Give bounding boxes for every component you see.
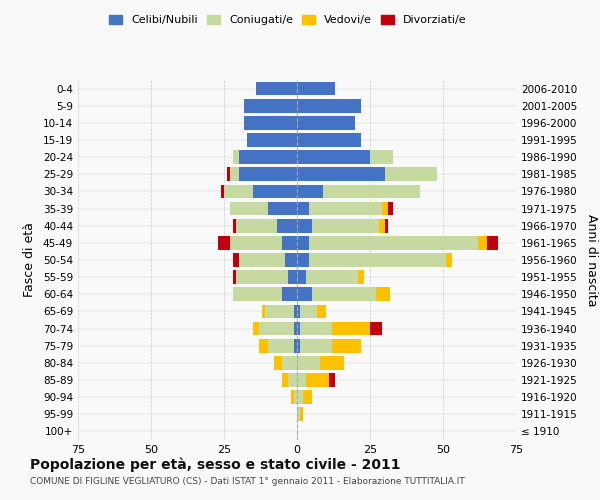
Bar xyxy=(288,373,297,387)
Bar xyxy=(297,339,300,352)
Bar xyxy=(297,168,385,181)
Bar xyxy=(224,184,253,198)
Bar xyxy=(253,184,297,198)
Bar xyxy=(297,253,308,267)
Bar xyxy=(379,219,385,232)
Bar xyxy=(297,356,320,370)
Bar xyxy=(262,304,265,318)
Text: COMUNE DI FIGLINE VEGLIATURO (CS) - Dati ISTAT 1° gennaio 2011 - Elaborazione TU: COMUNE DI FIGLINE VEGLIATURO (CS) - Dati… xyxy=(30,478,465,486)
Bar xyxy=(297,390,303,404)
Bar xyxy=(297,408,300,421)
Bar xyxy=(297,270,306,284)
Bar xyxy=(297,133,361,147)
Bar xyxy=(297,202,308,215)
Bar xyxy=(244,99,297,112)
Bar xyxy=(233,219,236,232)
Bar xyxy=(332,322,370,336)
Bar xyxy=(478,236,487,250)
Bar xyxy=(283,373,288,387)
Bar xyxy=(311,288,376,301)
Bar xyxy=(308,253,446,267)
Text: Popolazione per età, sesso e stato civile - 2011: Popolazione per età, sesso e stato civil… xyxy=(30,458,401,472)
Bar xyxy=(283,236,297,250)
Bar xyxy=(297,236,308,250)
Bar xyxy=(259,339,268,352)
Bar xyxy=(300,304,317,318)
Bar xyxy=(300,339,332,352)
Bar xyxy=(385,219,388,232)
Bar xyxy=(297,373,306,387)
Bar xyxy=(308,202,382,215)
Bar xyxy=(329,373,335,387)
Bar xyxy=(297,304,300,318)
Bar xyxy=(294,390,297,404)
Bar xyxy=(388,202,394,215)
Bar xyxy=(376,288,391,301)
Bar xyxy=(317,304,326,318)
Bar xyxy=(297,150,370,164)
Bar xyxy=(221,184,224,198)
Bar xyxy=(300,322,332,336)
Bar xyxy=(446,253,452,267)
Bar xyxy=(218,236,230,250)
Bar xyxy=(236,270,288,284)
Bar xyxy=(230,236,283,250)
Bar xyxy=(320,356,344,370)
Bar xyxy=(259,322,294,336)
Bar xyxy=(297,219,311,232)
Bar xyxy=(247,133,297,147)
Bar xyxy=(239,168,297,181)
Bar xyxy=(233,288,283,301)
Bar xyxy=(233,270,236,284)
Bar xyxy=(288,270,297,284)
Bar xyxy=(294,304,297,318)
Bar xyxy=(332,339,361,352)
Bar xyxy=(233,150,239,164)
Bar xyxy=(297,184,323,198)
Bar xyxy=(244,116,297,130)
Y-axis label: Fasce di età: Fasce di età xyxy=(23,222,36,298)
Bar xyxy=(268,202,297,215)
Legend: Celibi/Nubili, Coniugati/e, Vedovi/e, Divorziati/e: Celibi/Nubili, Coniugati/e, Vedovi/e, Di… xyxy=(105,10,471,30)
Bar xyxy=(358,270,364,284)
Bar xyxy=(274,356,283,370)
Bar xyxy=(385,168,437,181)
Bar xyxy=(297,288,311,301)
Bar xyxy=(300,408,303,421)
Bar xyxy=(303,390,311,404)
Bar xyxy=(294,322,297,336)
Bar xyxy=(297,116,355,130)
Bar xyxy=(233,253,239,267)
Bar xyxy=(283,356,297,370)
Bar xyxy=(306,373,329,387)
Bar xyxy=(230,202,268,215)
Bar xyxy=(230,168,239,181)
Bar xyxy=(382,202,388,215)
Bar xyxy=(323,184,419,198)
Bar xyxy=(306,270,358,284)
Bar xyxy=(297,82,335,96)
Bar xyxy=(311,219,379,232)
Bar xyxy=(283,288,297,301)
Bar xyxy=(286,253,297,267)
Bar xyxy=(227,168,230,181)
Bar xyxy=(277,219,297,232)
Bar xyxy=(487,236,499,250)
Bar xyxy=(268,339,294,352)
Bar xyxy=(265,304,294,318)
Bar xyxy=(253,322,259,336)
Bar xyxy=(370,322,382,336)
Bar xyxy=(256,82,297,96)
Y-axis label: Anni di nascita: Anni di nascita xyxy=(586,214,598,306)
Bar xyxy=(239,253,286,267)
Bar xyxy=(291,390,294,404)
Bar xyxy=(297,322,300,336)
Bar xyxy=(297,99,361,112)
Bar xyxy=(294,339,297,352)
Bar xyxy=(308,236,478,250)
Bar xyxy=(236,219,277,232)
Bar xyxy=(370,150,394,164)
Bar xyxy=(239,150,297,164)
